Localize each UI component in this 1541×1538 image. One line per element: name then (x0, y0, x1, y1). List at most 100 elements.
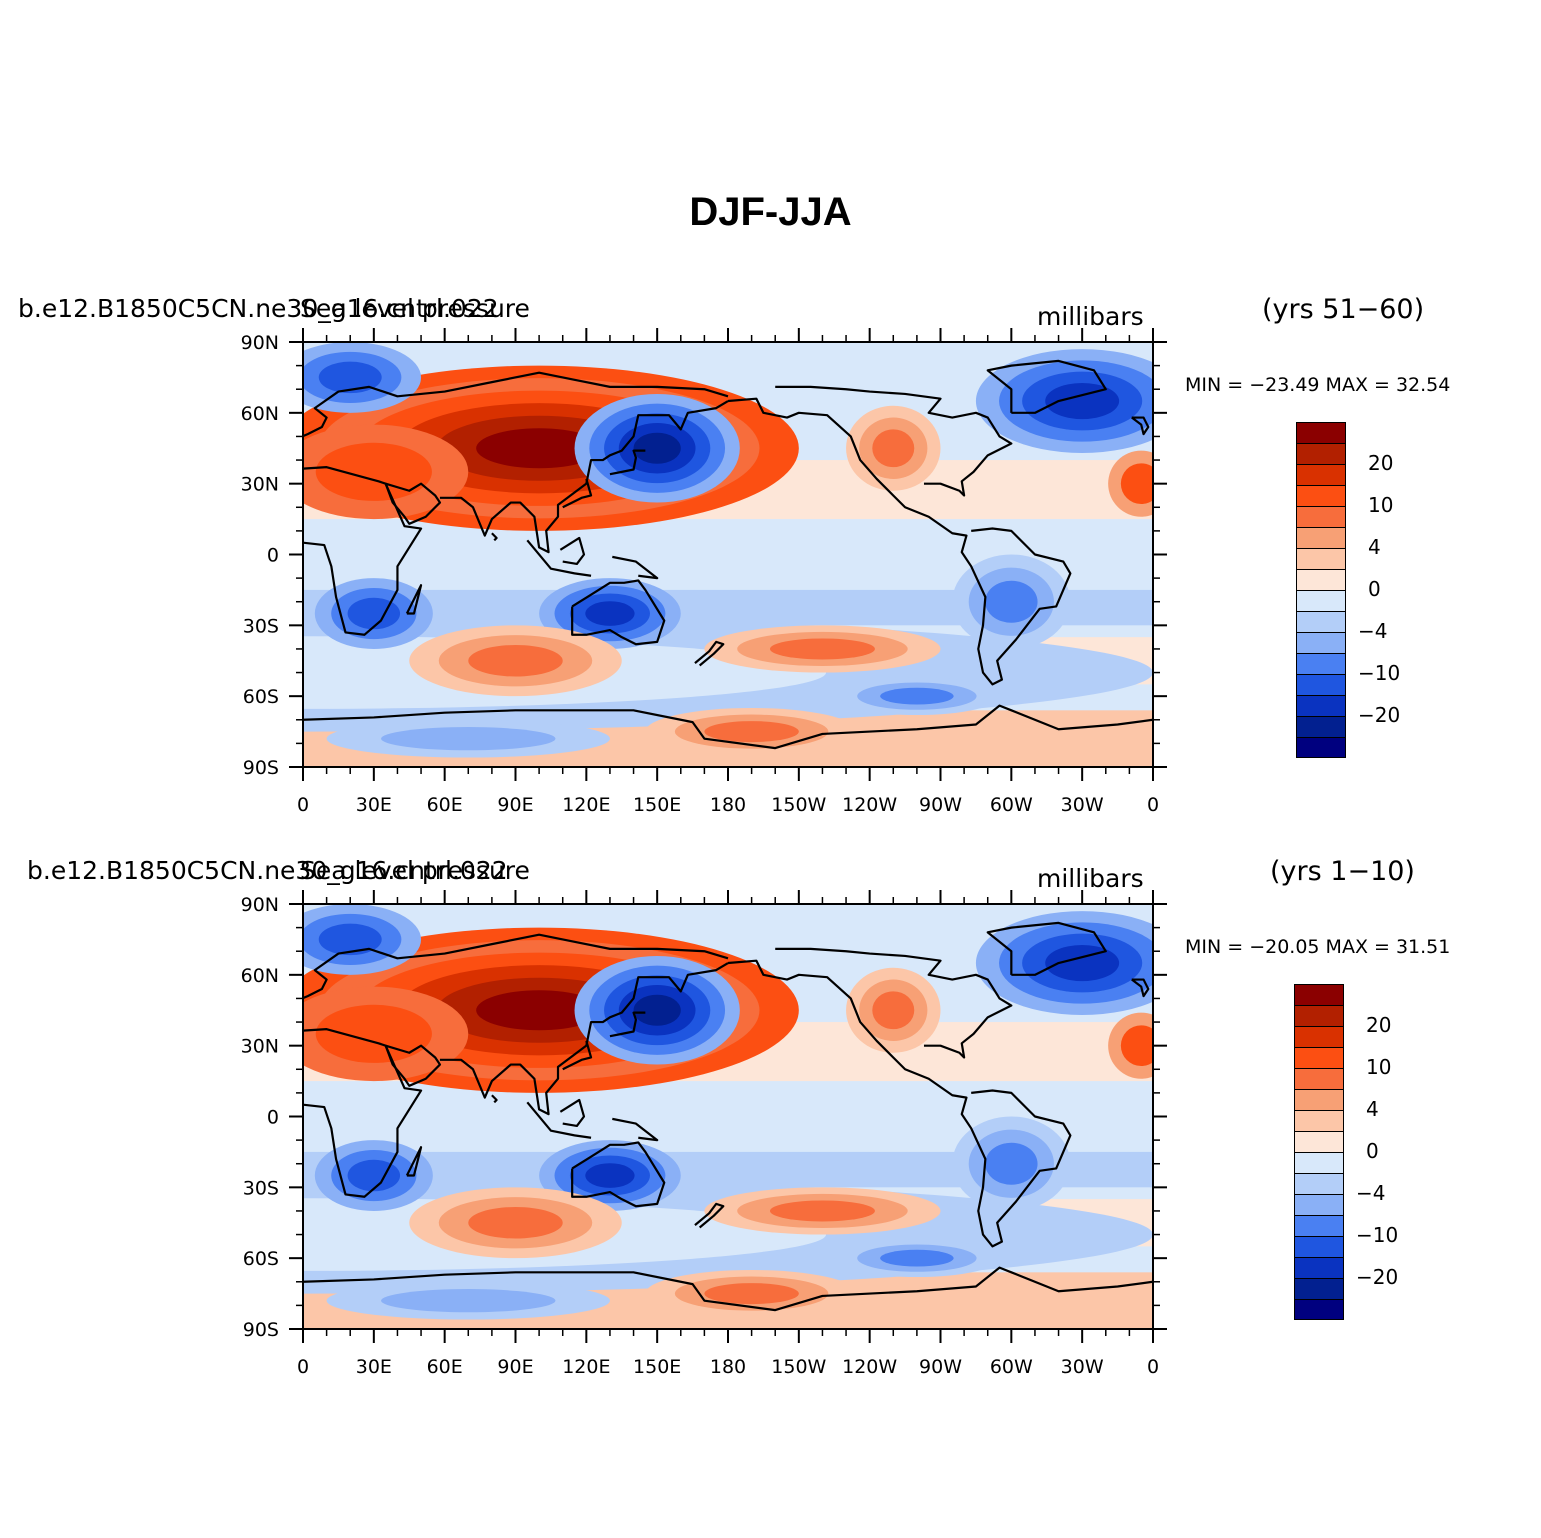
lon-tick-label: 180 (710, 794, 746, 816)
coastline-10 (609, 449, 646, 476)
coastline-14 (612, 555, 659, 580)
coastline-16 (1131, 978, 1150, 998)
colorbar-cell (1294, 1110, 1344, 1131)
lat-tick-label: 30N (241, 474, 279, 496)
coastline-4 (571, 579, 666, 646)
coastline-6 (775, 385, 1013, 497)
min-max-label: MIN = −20.05 MAX = 31.51 (1185, 936, 1451, 958)
blob-australia-low (585, 601, 635, 626)
coastline-8 (303, 1266, 1153, 1312)
colorbar-label: −4 (1356, 1181, 1386, 1205)
coastline-13 (559, 1098, 586, 1128)
blob-aleutian-low (633, 432, 681, 464)
lon-tick-label: 150W (771, 794, 826, 816)
lon-tick-label: 150W (771, 1356, 826, 1378)
coastline-6 (775, 947, 1013, 1059)
lat-tick-label: 0 (267, 1107, 279, 1129)
years-label: (yrs 1−10) (1270, 856, 1415, 887)
colorbar-cell (1294, 1026, 1344, 1047)
coastline-9 (562, 1040, 593, 1071)
colorbar-label: 10 (1366, 1055, 1392, 1079)
colorbar-cell (1294, 1047, 1344, 1068)
colorbar-cell (1296, 674, 1346, 695)
blob-africa-low (347, 1159, 401, 1192)
coastline-7 (986, 921, 1107, 976)
colorbar-cell (1296, 611, 1346, 632)
lon-tick-label: 60W (990, 1356, 1033, 1378)
map-panel-2: b.e12.B1850C5CN.ne30_g16.cntrl.022 Sea l… (0, 856, 1541, 1420)
lat-tick-label: 60N (241, 403, 279, 425)
lat-tick-label: 90N (241, 894, 279, 916)
case-label: b.e12.B1850C5CN.ne30_g16.cntrl.022 (27, 856, 508, 885)
map-axes: 90N 60N 30N 0 30S 60S 90S 0 30E 60E 90E 120E 150E 180… (241, 328, 1167, 816)
coastline-4 (571, 1141, 666, 1208)
coastline-2 (384, 482, 442, 525)
blob-siberian-high (476, 428, 603, 469)
colorbar-label: 20 (1368, 451, 1394, 475)
colorbar-cell (1296, 590, 1346, 611)
blob-amundsen-low (880, 1249, 954, 1267)
min-max-label: MIN = −23.49 MAX = 32.54 (1185, 374, 1451, 396)
colorbar-cell (1296, 548, 1346, 569)
blob-north-africa-high (315, 442, 432, 501)
lon-tick-label: 30E (356, 1356, 392, 1378)
colorbar-label: −10 (1358, 661, 1401, 685)
blob-norwegian-low (318, 923, 382, 956)
case-label: b.e12.B1850C5CN.ne30_g16.cntrl.022 (18, 294, 499, 323)
coastline-17 (491, 532, 498, 542)
coastline-8 (303, 704, 1153, 750)
colorbar-cell (1296, 506, 1346, 527)
lon-tick-label: 90E (497, 794, 533, 816)
lat-tick-label: 90N (241, 332, 279, 354)
lon-tick-label: 60E (427, 794, 463, 816)
map-frame (302, 903, 1154, 1330)
map-frame (302, 341, 1154, 768)
lon-tick-label: 90E (497, 1356, 533, 1378)
colorbar-cell (1296, 716, 1346, 737)
coastline-11 (694, 640, 725, 667)
colorbar-cell (1296, 422, 1346, 443)
lon-tick-label: 0 (297, 1356, 309, 1378)
colorbar-label: −20 (1356, 1265, 1399, 1289)
contour-map (303, 342, 1153, 767)
colorbar (1296, 422, 1346, 758)
variable-label: Sea level pressure (300, 856, 530, 885)
contour-map (303, 904, 1153, 1329)
colorbar-cell (1294, 1068, 1344, 1089)
lat-tick-label: 30N (241, 1036, 279, 1058)
colorbar-cell (1296, 632, 1346, 653)
coastline-0 (303, 466, 423, 636)
colorbar-label: −4 (1358, 619, 1388, 643)
colorbar-cell (1296, 443, 1346, 464)
colorbar-label: 20 (1366, 1013, 1392, 1037)
lon-tick-label: 150E (633, 794, 681, 816)
lat-tick-label: 90S (243, 757, 279, 779)
lon-tick-label: 120E (562, 794, 610, 816)
colorbar-label: 4 (1368, 535, 1381, 559)
blob-pacific-high (769, 638, 875, 660)
lon-tick-label: 150E (633, 1356, 681, 1378)
colorbar-label: 0 (1368, 577, 1381, 601)
coastline-3 (439, 962, 729, 1116)
blob-indian-ocean-high (468, 1207, 563, 1239)
blob-azores-high (1120, 1025, 1153, 1067)
blob-ross-high (704, 1283, 799, 1305)
coastline-3 (439, 400, 729, 554)
coastline-10 (609, 1011, 646, 1038)
coastline-11 (694, 1202, 725, 1229)
blob-norwegian-low (318, 361, 382, 394)
blob-aleutian-low (633, 994, 681, 1026)
lon-tick-label: 30W (1061, 794, 1104, 816)
lon-tick-label: 90W (919, 794, 962, 816)
coastline-0 (303, 1028, 423, 1198)
map-panel-1: b.e12.B1850C5CN.ne30_g16.cntrl.022 Sea l… (0, 294, 1541, 858)
coastline-1 (303, 933, 729, 1000)
lat-tick-label: 60N (241, 965, 279, 987)
blob-icelandic-low (1045, 944, 1120, 982)
lon-tick-label: 90W (919, 1356, 962, 1378)
colorbar-cell (1294, 1236, 1344, 1257)
lat-tick-label: 0 (267, 545, 279, 567)
colorbar (1294, 984, 1344, 1320)
colorbar-cell (1294, 1194, 1344, 1215)
colorbar-cell (1296, 653, 1346, 674)
